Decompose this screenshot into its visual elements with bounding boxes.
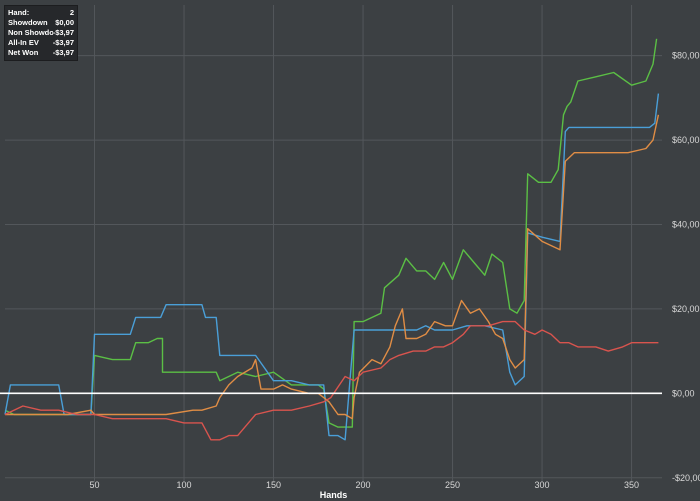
info-value: -$3,97 — [52, 38, 74, 47]
series-line-3 — [5, 114, 660, 420]
y-tick-label: -$20,00 — [672, 473, 700, 483]
info-row: Hand: 2 — [8, 8, 74, 18]
info-value: $0,00 — [55, 18, 74, 27]
series-line-1 — [4, 38, 658, 428]
x-tick-label: 200 — [356, 480, 371, 490]
info-label: All-In EV — [8, 38, 39, 47]
y-axis-ticks: -$20,00 $0,00 $20,00 $40,00 $60,00 $80,00 — [672, 51, 700, 483]
x-tick-label: 100 — [177, 480, 192, 490]
info-row: Showdown $0,00 — [8, 18, 74, 28]
y-tick-label: $80,00 — [672, 51, 700, 61]
info-value: -$3,97 — [52, 28, 74, 37]
x-tick-label: 350 — [624, 480, 639, 490]
info-row: All-In EV -$3,97 — [8, 38, 74, 48]
info-value: -$3,97 — [52, 48, 74, 57]
x-axis-ticks: 50 100 150 200 250 300 350 — [90, 480, 640, 490]
x-axis-title: Hands — [320, 490, 348, 500]
info-label: Showdown — [8, 18, 48, 27]
info-value: 2 — [69, 8, 74, 17]
x-tick-label: 150 — [266, 480, 281, 490]
y-tick-label: $60,00 — [672, 135, 700, 145]
series-line-4 — [4, 320, 659, 441]
x-tick-label: 250 — [445, 480, 460, 490]
series-layer — [4, 38, 660, 441]
y-tick-label: $0,00 — [672, 388, 695, 398]
y-tick-label: $20,00 — [672, 304, 700, 314]
x-tick-label: 300 — [535, 480, 550, 490]
info-row: Non Showdown-$3,97 — [8, 28, 74, 38]
info-label: Hand: — [8, 8, 30, 17]
y-tick-label: $40,00 — [672, 220, 700, 230]
x-tick-label: 50 — [90, 480, 100, 490]
info-label: Non Showdown — [8, 28, 53, 37]
info-label: Net Won — [8, 48, 39, 57]
info-row: Net Won -$3,97 — [8, 48, 74, 58]
